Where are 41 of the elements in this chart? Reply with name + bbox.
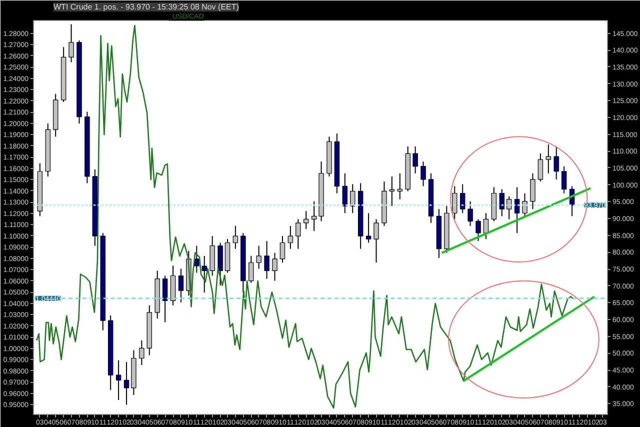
candlestick bbox=[194, 245, 200, 274]
candlestick bbox=[499, 188, 505, 217]
candlestick bbox=[272, 252, 278, 282]
candlestick bbox=[468, 200, 473, 226]
candlestick bbox=[476, 218, 481, 242]
candlestick bbox=[522, 192, 528, 217]
candlestick bbox=[538, 153, 544, 182]
candlestick bbox=[514, 186, 520, 234]
candlestick bbox=[389, 176, 395, 207]
candlestick bbox=[374, 218, 379, 264]
candlestick bbox=[546, 144, 552, 174]
candlestick bbox=[554, 146, 559, 180]
candlestick bbox=[139, 340, 144, 366]
candlestick bbox=[256, 245, 262, 270]
candlestick bbox=[68, 24, 74, 63]
candlestick bbox=[288, 225, 294, 250]
candlestick bbox=[412, 146, 418, 174]
candlestick bbox=[232, 225, 238, 250]
candlestick bbox=[178, 268, 184, 303]
candlestick bbox=[162, 275, 168, 323]
candlestick bbox=[350, 184, 356, 214]
candlestick bbox=[264, 240, 270, 280]
candlestick bbox=[561, 166, 567, 194]
candlestick bbox=[452, 186, 458, 220]
candlestick bbox=[483, 212, 489, 240]
candlestick bbox=[311, 200, 317, 232]
candlestick bbox=[342, 172, 348, 214]
candlestick bbox=[116, 360, 122, 401]
candlestick bbox=[202, 255, 207, 294]
line-series bbox=[36, 24, 574, 409]
candlestick bbox=[124, 361, 130, 406]
candlestick bbox=[397, 172, 403, 200]
candlestick bbox=[280, 236, 286, 264]
candlestick bbox=[304, 210, 309, 230]
candlestick bbox=[296, 218, 301, 250]
candlestick bbox=[366, 212, 372, 244]
candlestick bbox=[420, 161, 426, 187]
candlestick bbox=[248, 255, 254, 284]
chart-title: WTI Crude 1. pos. - 93.970 - 15:39:25 08 Nov (EET) bbox=[54, 2, 240, 12]
candlestick bbox=[530, 172, 536, 210]
candlestick bbox=[460, 184, 466, 214]
